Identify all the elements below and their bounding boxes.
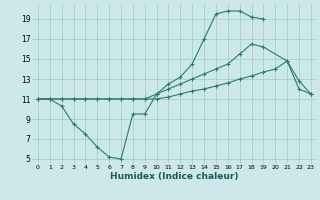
X-axis label: Humidex (Indice chaleur): Humidex (Indice chaleur) bbox=[110, 172, 239, 181]
